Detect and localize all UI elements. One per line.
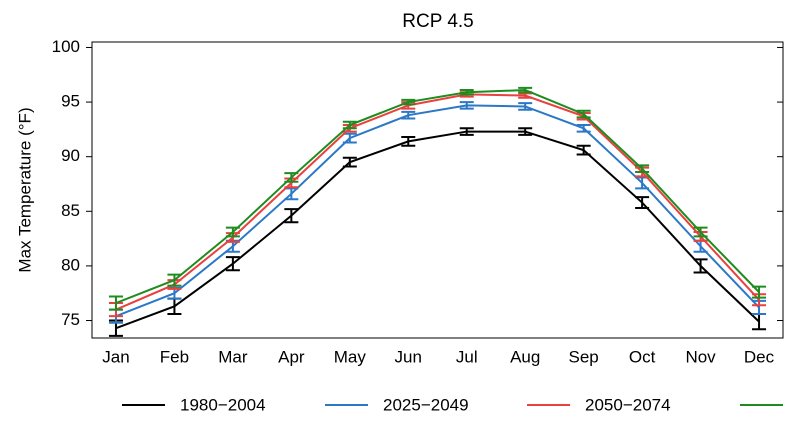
x-tick-label: Feb <box>160 347 189 366</box>
error-bar <box>401 110 416 120</box>
x-tick-label: Mar <box>218 347 248 366</box>
y-tick-label: 80 <box>61 255 80 274</box>
error-bar <box>518 92 533 99</box>
x-tick-label: Dec <box>744 347 775 366</box>
legend-label: 2025−2049 <box>383 395 469 414</box>
error-bar <box>459 89 474 96</box>
error-bar <box>459 101 474 110</box>
y-tick-label: 100 <box>52 37 80 56</box>
chart-title: RCP 4.5 <box>402 11 473 32</box>
y-tick-label: 95 <box>61 92 80 111</box>
error-bar <box>459 127 474 136</box>
series-line <box>115 130 760 330</box>
error-bar <box>401 98 416 106</box>
error-bar <box>518 86 533 94</box>
x-tick-label: Jul <box>456 347 478 366</box>
error-bar <box>342 156 357 168</box>
series-line <box>115 93 760 311</box>
error-bar <box>635 196 650 210</box>
error-bar <box>108 295 123 311</box>
y-tick-label: 85 <box>61 201 80 220</box>
error-bar <box>693 258 708 274</box>
legend-label: 2050−2074 <box>585 395 671 414</box>
error-bar <box>693 226 708 238</box>
error-bar <box>576 124 591 133</box>
series-line <box>115 104 760 318</box>
x-tick-label: May <box>334 347 367 366</box>
plot-frame <box>91 41 784 339</box>
error-bar <box>284 172 299 183</box>
error-bar <box>342 132 357 144</box>
x-tick-label: Jun <box>395 347 422 366</box>
y-axis-label: Max Temperature (°F) <box>15 107 34 272</box>
y-tick-label: 90 <box>61 146 80 165</box>
error-bar <box>167 273 182 287</box>
legend-label: 1980−2004 <box>180 395 266 414</box>
error-bar <box>518 102 533 111</box>
error-bar <box>284 208 299 224</box>
x-tick-label: Aug <box>510 347 540 366</box>
error-bar <box>752 285 767 299</box>
x-tick-label: Apr <box>278 347 305 366</box>
error-bar <box>635 164 650 173</box>
error-bar <box>518 127 533 136</box>
error-bar <box>401 136 416 147</box>
series-line <box>115 89 760 304</box>
error-bar <box>342 120 357 130</box>
error-bar <box>576 109 591 119</box>
error-bar <box>225 226 240 238</box>
x-tick-label: Oct <box>629 347 656 366</box>
x-tick-label: Jan <box>102 347 129 366</box>
error-bar <box>225 256 240 272</box>
error-bar <box>167 297 182 315</box>
x-tick-label: Nov <box>685 347 716 366</box>
y-tick-label: 75 <box>61 310 80 329</box>
error-bar <box>576 144 591 156</box>
x-tick-label: Sep <box>569 347 599 366</box>
